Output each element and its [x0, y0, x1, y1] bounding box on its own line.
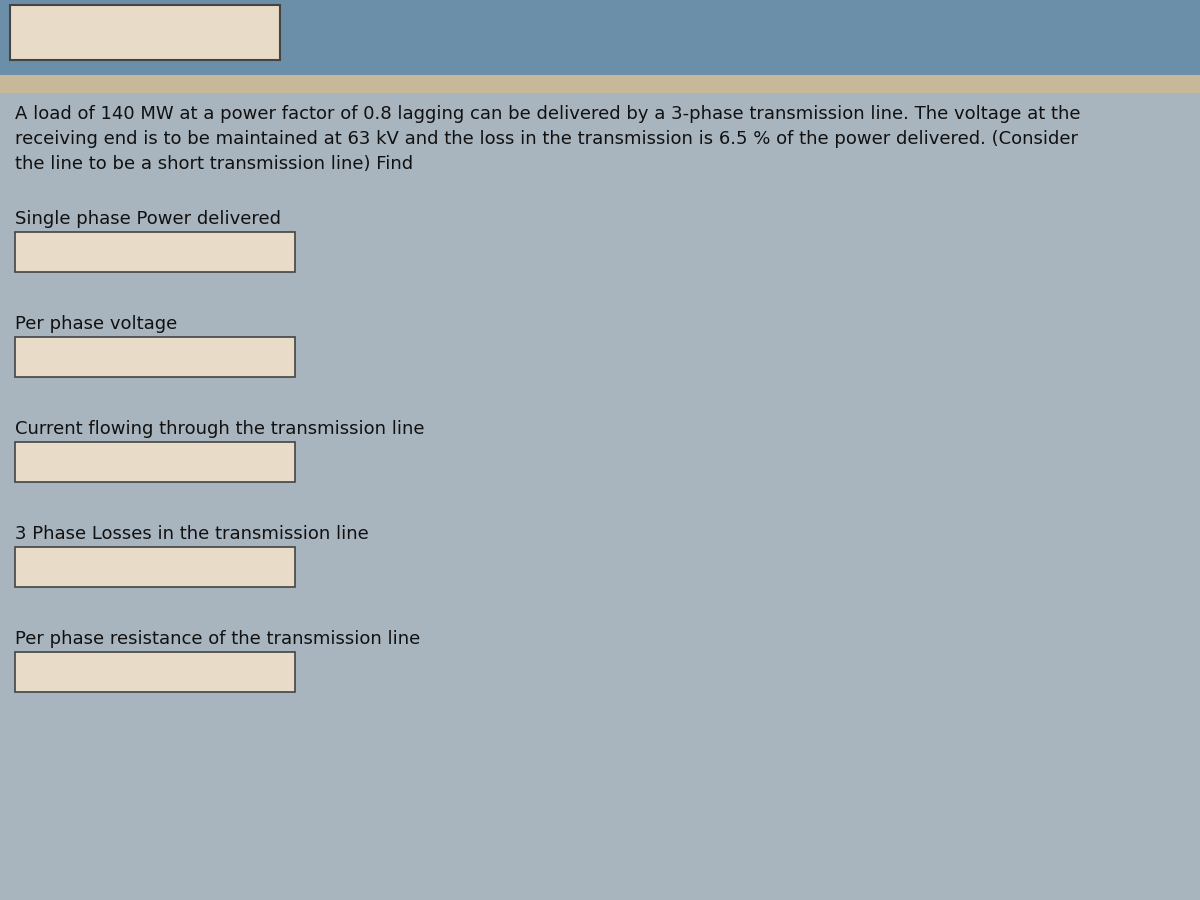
FancyBboxPatch shape — [10, 5, 280, 60]
Text: Per phase resistance of the transmission line: Per phase resistance of the transmission… — [14, 630, 420, 648]
Text: Current flowing through the transmission line: Current flowing through the transmission… — [14, 420, 425, 438]
FancyBboxPatch shape — [14, 442, 295, 482]
Text: 3 Phase Losses in the transmission line: 3 Phase Losses in the transmission line — [14, 525, 368, 543]
Text: the line to be a short transmission line) Find: the line to be a short transmission line… — [14, 155, 413, 173]
FancyBboxPatch shape — [0, 0, 1200, 75]
Text: A load of 140 MW at a power factor of 0.8 lagging can be delivered by a 3-phase : A load of 140 MW at a power factor of 0.… — [14, 105, 1080, 123]
Text: receiving end is to be maintained at 63 kV and the loss in the transmission is 6: receiving end is to be maintained at 63 … — [14, 130, 1078, 148]
FancyBboxPatch shape — [14, 547, 295, 587]
FancyBboxPatch shape — [14, 652, 295, 692]
FancyBboxPatch shape — [0, 75, 1200, 93]
FancyBboxPatch shape — [14, 232, 295, 272]
Text: Single phase Power delivered: Single phase Power delivered — [14, 210, 281, 228]
FancyBboxPatch shape — [14, 337, 295, 377]
Text: Per phase voltage: Per phase voltage — [14, 315, 178, 333]
